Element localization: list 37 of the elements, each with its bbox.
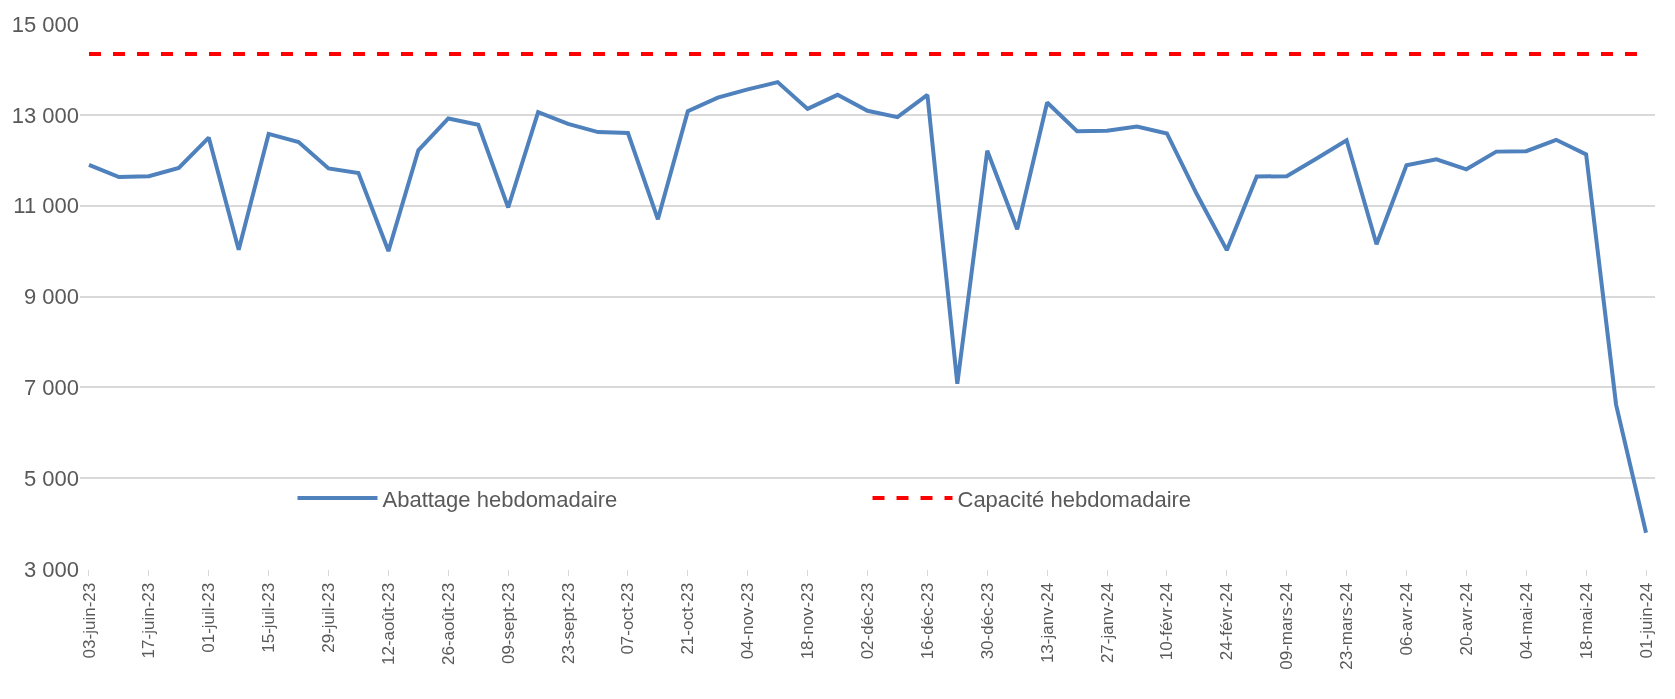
x-tick-label: 30-déc-23 (977, 582, 997, 660)
y-tick-label: 9 000 (23, 284, 79, 310)
legend-label: Abattage hebdomadaire (382, 486, 618, 512)
x-tick-label: 21-oct-23 (678, 582, 698, 655)
x-tick-label: 18-nov-23 (798, 582, 818, 660)
y-tick-label: 11 000 (13, 193, 79, 219)
y-tick-label: 5 000 (23, 465, 79, 491)
y-tick-label: 7 000 (23, 375, 79, 401)
x-tick-label: 13-janv-24 (1037, 582, 1057, 664)
x-tick-label: 01-juil-23 (199, 582, 219, 653)
legend-label: Capacité hebdomadaire (957, 486, 1192, 512)
x-tick-label: 18-mai-24 (1576, 582, 1596, 660)
x-tick-label: 04-nov-23 (738, 582, 758, 660)
line-series (86, 80, 1649, 535)
x-tick-label: 10-févr-24 (1157, 582, 1177, 661)
x-tick-label: 09-mars-24 (1277, 582, 1297, 670)
x-tick-label: 16-déc-23 (917, 582, 937, 660)
y-tick-label: 3 000 (23, 556, 79, 582)
x-tick-label: 03-juin-23 (79, 582, 99, 659)
x-tick-label: 24-févr-24 (1217, 582, 1237, 661)
x-tick-label: 04-mai-24 (1516, 582, 1536, 660)
x-tick-label: 12-août-23 (378, 582, 398, 666)
x-tick-label: 02-déc-23 (858, 582, 878, 660)
x-tick-label: 07-oct-23 (618, 582, 638, 655)
x-tick-label: 23-sept-23 (558, 582, 578, 665)
x-tick-label: 09-sept-23 (498, 582, 518, 665)
x-tick-label: 26-août-23 (438, 582, 458, 666)
x-tick-label: 17-juin-23 (139, 582, 159, 659)
x-tick-label: 15-juil-23 (259, 582, 279, 653)
x-tick-label: 27-janv-24 (1097, 582, 1117, 664)
y-tick-label: 15 000 (11, 11, 79, 37)
x-tick-label: 06-avr-24 (1396, 582, 1416, 656)
y-tick-label: 13 000 (11, 102, 79, 128)
x-tick-label: 20-avr-24 (1456, 582, 1476, 656)
x-tick-label: 01-juin-24 (1636, 582, 1656, 659)
x-tick-label: 23-mars-24 (1337, 582, 1357, 670)
x-tick-label: 29-juil-23 (319, 582, 339, 653)
